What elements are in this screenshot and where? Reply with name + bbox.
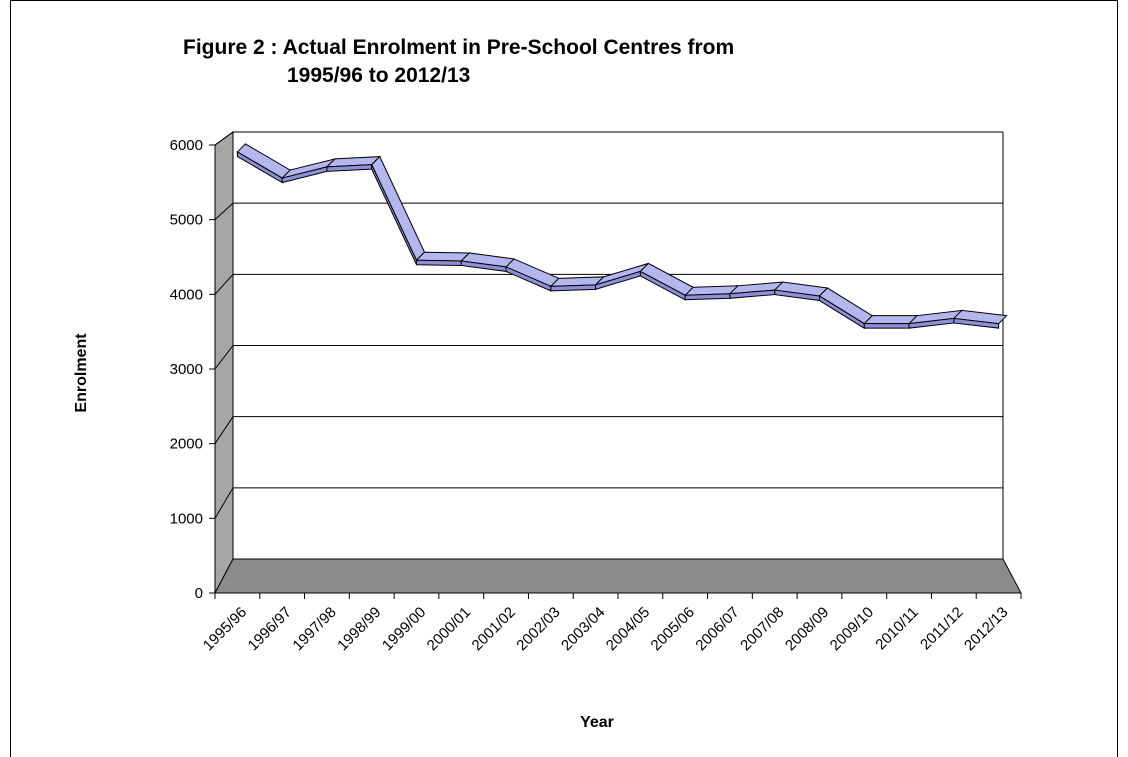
- x-tick-label: 2010/11: [872, 604, 922, 654]
- data-point: [774, 289, 776, 291]
- chart-walls: [214, 131, 1022, 594]
- y-tick-label: 3000: [170, 361, 203, 378]
- x-tick-label: 2008/09: [782, 604, 832, 654]
- x-tick-label: 2001/02: [469, 604, 519, 654]
- axes: [209, 144, 1022, 599]
- data-point: [908, 323, 910, 325]
- gridline-diag-4000: [214, 273, 234, 295]
- left-wall: [214, 131, 234, 594]
- line-segment-top: [863, 315, 919, 325]
- data-point: [505, 266, 507, 268]
- y-tick-label: 2000: [170, 436, 203, 453]
- x-tick-label: 1996/97: [245, 604, 295, 654]
- series-layer: [236, 143, 1008, 330]
- x-tick-label: 1997/98: [289, 604, 339, 654]
- gridline-diag-1000: [214, 487, 234, 519]
- x-tick-label: 2002/03: [513, 604, 563, 654]
- data-point: [639, 270, 641, 272]
- x-tick-label: 2007/08: [737, 604, 787, 654]
- x-tick-label: 2009/10: [827, 604, 877, 654]
- chart-frame: [10, 0, 1118, 757]
- x-tick-label: 2012/13: [961, 604, 1011, 654]
- floor: [214, 558, 1022, 594]
- x-tick-label: 2011/12: [917, 604, 967, 654]
- data-point: [998, 323, 1000, 325]
- data-point: [595, 284, 597, 286]
- gridline-diag-6000: [214, 131, 234, 146]
- line-segment-front: [953, 317, 1000, 329]
- data-point: [236, 151, 238, 153]
- x-tick-label: 1999/00: [379, 604, 429, 654]
- data-point: [460, 260, 462, 262]
- x-tick-label: 2006/07: [692, 604, 742, 654]
- y-axis-label: Enrolment: [73, 333, 90, 413]
- gridline-diag-2000: [214, 416, 234, 444]
- line-segment-top: [371, 155, 426, 262]
- gridline-diag-5000: [214, 202, 234, 221]
- gridline-diag-3000: [214, 345, 234, 370]
- x-tick-label: 2003/04: [558, 604, 608, 654]
- y-tick-label: 5000: [170, 212, 203, 229]
- x-tick-label: 2004/05: [603, 604, 653, 654]
- line-segment-front: [416, 259, 462, 266]
- chart-title-line-1: Figure 2 : Actual Enrolment in Pre-Schoo…: [183, 36, 734, 59]
- data-point: [371, 164, 373, 166]
- y-tick-label: 0: [195, 585, 203, 602]
- line-segment-front: [550, 284, 597, 292]
- data-point: [326, 166, 328, 168]
- data-point: [729, 293, 731, 295]
- line-segment-top: [415, 251, 471, 262]
- data-point: [819, 295, 820, 297]
- x-axis-label: Year: [580, 714, 614, 731]
- x-tick-label: 2005/06: [648, 604, 698, 654]
- data-point: [684, 294, 686, 296]
- data-point: [416, 259, 417, 261]
- y-tick-label: 4000: [170, 286, 203, 303]
- data-point: [863, 323, 865, 325]
- y-tick-label: 6000: [170, 137, 203, 154]
- y-tick-label: 1000: [170, 510, 203, 527]
- x-tick-label: 2000/01: [424, 604, 474, 654]
- x-tick-label: 1995/96: [200, 604, 250, 654]
- x-tick-label: 1998/99: [334, 604, 384, 654]
- chart-title-line-2: 1995/96 to 2012/13: [287, 64, 470, 87]
- data-point: [550, 285, 552, 287]
- data-point: [953, 317, 955, 319]
- line-segment-front: [684, 293, 731, 301]
- gridlines: [214, 131, 1004, 559]
- data-point: [281, 177, 283, 179]
- line-segment-front: [371, 164, 417, 265]
- line-segment-front: [863, 323, 910, 329]
